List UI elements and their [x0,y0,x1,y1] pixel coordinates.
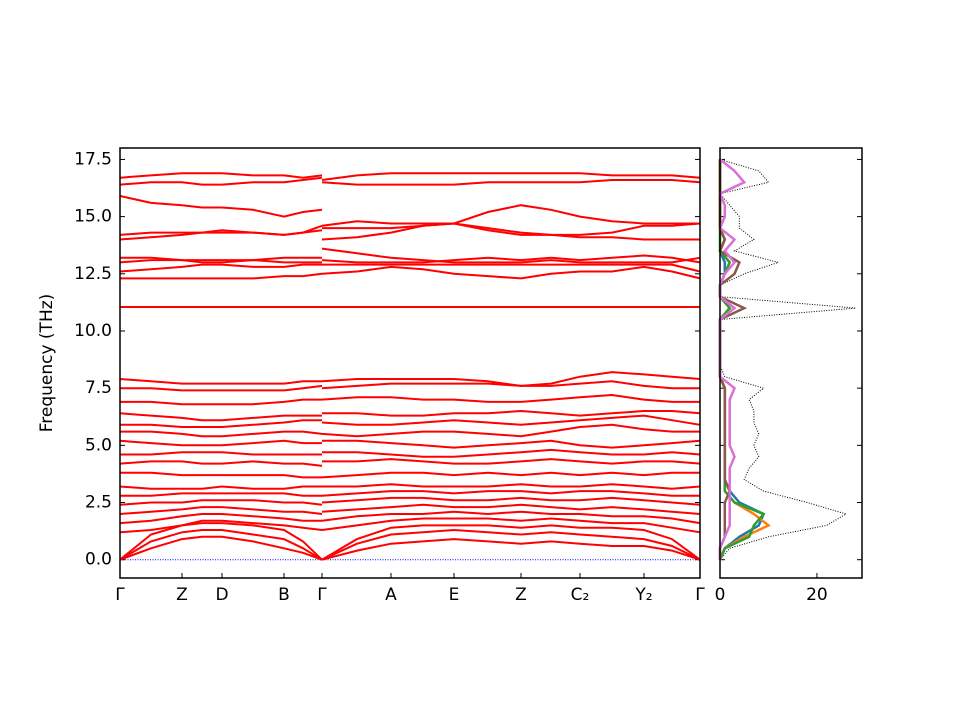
y-tick-label: 2.5 [85,493,112,513]
band [120,265,701,280]
band [120,471,700,479]
band [120,247,701,264]
y-axis-label: Frequency (THz) [37,294,57,433]
x-tick-label: Γ [115,585,125,605]
dos-line [719,158,856,561]
x-tick-label: E [449,585,460,605]
axes-frame [119,147,701,579]
x-tick-label: C₂ [571,585,590,605]
band [120,393,700,406]
band [119,528,701,561]
axes-frame [719,147,863,579]
x-tick-label: Z [176,585,188,605]
band [119,254,701,264]
band [119,503,701,515]
x-tick-label: Y₂ [634,585,652,605]
band [119,176,701,186]
y-tick-label: 5.0 [85,435,112,455]
band [119,172,701,181]
band [119,458,701,467]
band [120,490,700,497]
band [119,522,701,561]
x-tick-label: A [385,585,397,605]
band [120,414,701,428]
band [119,496,701,506]
x-tick-label: 0 [715,585,726,605]
y-tick-label: 10.0 [74,321,112,341]
band [119,517,701,534]
y-tick-label: 17.5 [74,149,112,169]
band [119,510,701,525]
x-tick-label: 20 [806,585,828,605]
band [119,371,701,387]
band [119,535,701,561]
y-tick-label: 7.5 [85,378,112,398]
y-tick-label: 15.0 [74,207,112,227]
band [119,222,701,241]
x-tick-label: Z [515,585,527,605]
band [120,448,701,458]
band [120,423,700,438]
y-tick-label: 0.0 [85,550,112,570]
y-tick-label: 12.5 [74,264,112,284]
x-tick-label: D [215,585,228,605]
band [119,263,701,273]
band [119,483,701,490]
band [119,195,700,227]
x-tick-label: Γ [317,585,327,605]
band [119,439,701,449]
band [119,409,701,422]
x-tick-label: Γ [695,585,705,605]
x-tick-label: B [278,585,290,605]
